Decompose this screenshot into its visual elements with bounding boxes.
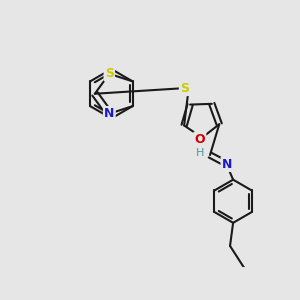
Text: N: N: [222, 158, 232, 171]
Text: S: S: [180, 82, 189, 95]
Text: O: O: [194, 133, 205, 146]
Text: N: N: [104, 107, 115, 120]
Text: H: H: [196, 148, 204, 158]
Text: S: S: [105, 67, 114, 80]
